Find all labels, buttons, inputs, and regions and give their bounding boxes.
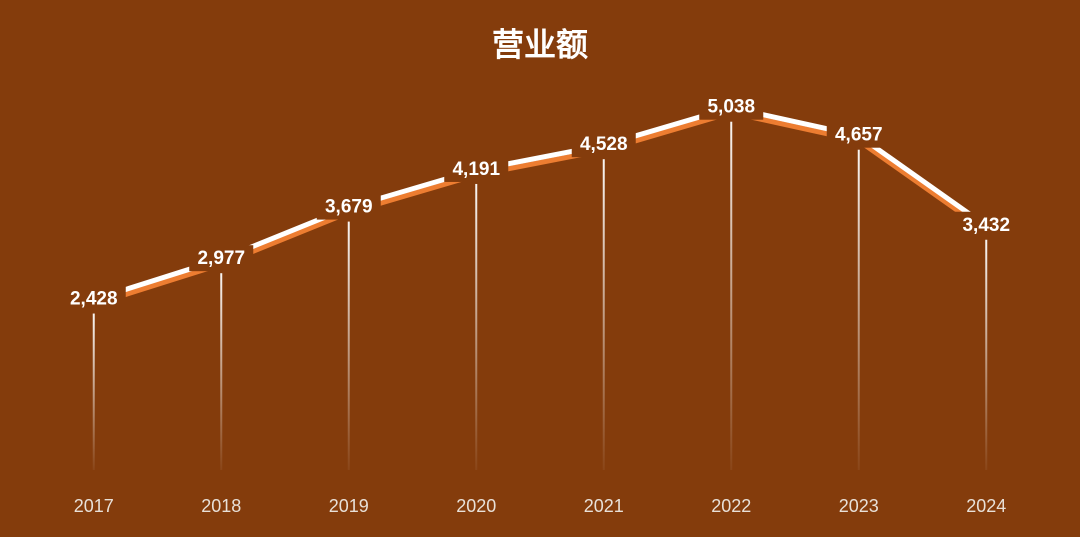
label-background [61, 285, 126, 312]
drop-line [347, 221, 350, 470]
label-background [826, 121, 891, 148]
drop-line [602, 159, 605, 470]
x-tick-label: 2020 [456, 496, 496, 516]
label-background [444, 155, 509, 182]
data-label: 2,977 [197, 248, 245, 269]
label-background [189, 245, 254, 272]
x-tick-label: 2018 [201, 496, 241, 516]
data-label: 4,528 [580, 134, 628, 155]
label-background [571, 131, 636, 158]
drop-line [730, 121, 733, 470]
x-tick-label: 2019 [329, 496, 369, 516]
drop-line [92, 313, 95, 470]
drop-line [220, 273, 223, 470]
drop-line [985, 239, 988, 470]
x-tick-label: 2017 [74, 496, 114, 516]
label-background [699, 93, 764, 120]
x-tick-label: 2024 [966, 496, 1006, 516]
x-tick-label: 2021 [584, 496, 624, 516]
data-label: 3,679 [325, 197, 373, 218]
x-tick-label: 2023 [839, 496, 879, 516]
chart-title: 营业额 [492, 26, 588, 62]
data-label: 4,657 [835, 125, 883, 146]
x-tick-label: 2022 [711, 496, 751, 516]
data-label: 3,432 [962, 215, 1010, 236]
data-label: 2,428 [70, 289, 118, 310]
data-label: 5,038 [707, 97, 755, 118]
label-background [954, 211, 1019, 238]
drop-line [475, 183, 478, 471]
drop-line [857, 149, 860, 470]
data-label: 4,191 [452, 159, 500, 180]
label-background [316, 193, 381, 220]
